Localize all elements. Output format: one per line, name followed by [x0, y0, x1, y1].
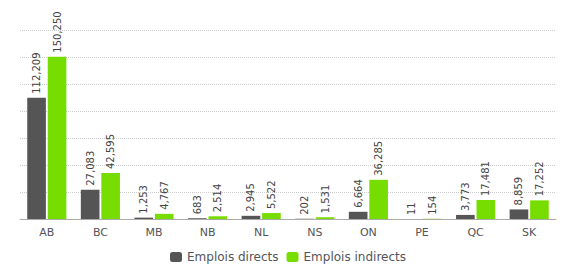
svg-text:42,595: 42,595	[105, 134, 116, 169]
svg-text:17,252: 17,252	[534, 161, 545, 196]
svg-text:ON: ON	[360, 226, 377, 239]
svg-text:SK: SK	[522, 226, 537, 239]
svg-text:NB: NB	[200, 226, 216, 239]
svg-text:202: 202	[299, 196, 310, 215]
svg-text:1,531: 1,531	[320, 185, 331, 214]
svg-text:5,522: 5,522	[266, 180, 277, 209]
svg-text:150,250: 150,250	[52, 11, 63, 52]
svg-text:112,209: 112,209	[31, 52, 42, 93]
svg-text:AB: AB	[39, 226, 54, 239]
svg-text:11: 11	[406, 202, 417, 215]
svg-text:Emplois directs: Emplois directs	[187, 250, 279, 264]
svg-text:Emplois indirects: Emplois indirects	[304, 250, 406, 264]
svg-text:6,664: 6,664	[353, 179, 364, 208]
svg-text:27,083: 27,083	[85, 151, 96, 186]
svg-text:2,514: 2,514	[212, 184, 223, 213]
svg-text:MB: MB	[145, 226, 162, 239]
svg-text:PE: PE	[415, 226, 429, 239]
svg-text:QC: QC	[467, 226, 484, 239]
svg-text:154: 154	[427, 196, 438, 215]
svg-text:36,285: 36,285	[373, 141, 384, 176]
svg-text:1,253: 1,253	[138, 185, 149, 214]
svg-text:NL: NL	[254, 226, 269, 239]
svg-text:3,773: 3,773	[460, 182, 471, 211]
svg-text:BC: BC	[93, 226, 108, 239]
svg-text:4,767: 4,767	[159, 181, 170, 210]
svg-text:2,945: 2,945	[245, 183, 256, 212]
svg-text:NS: NS	[307, 226, 322, 239]
svg-text:17,481: 17,481	[480, 161, 491, 196]
svg-text:683: 683	[192, 195, 203, 214]
svg-text:8,859: 8,859	[513, 177, 524, 206]
